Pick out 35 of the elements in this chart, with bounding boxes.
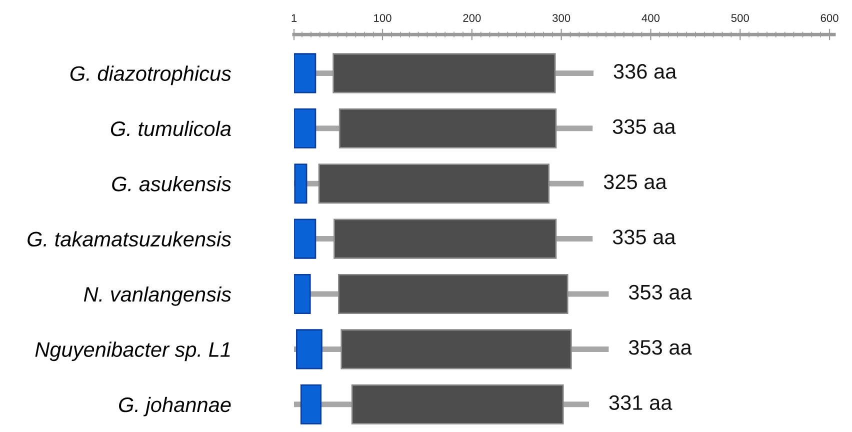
- data-label: 335 aa: [612, 230, 676, 244]
- bar: [294, 218, 316, 259]
- x-tick-label: 300: [552, 14, 570, 22]
- y-tick-label: G. diazotrophicus: [70, 66, 232, 86]
- data-label: 331 aa: [609, 395, 672, 410]
- bar: [340, 329, 572, 370]
- bar: [294, 274, 311, 314]
- bar: [294, 108, 316, 148]
- data-label: 353 aa: [628, 284, 692, 300]
- bar: [318, 164, 550, 204]
- bar: [334, 218, 557, 259]
- bar: [332, 53, 556, 94]
- data-label: 335 aa: [612, 119, 676, 134]
- y-tick-label: G. asukensis: [112, 176, 232, 192]
- x-tick-label: 500: [731, 14, 749, 22]
- data-label: 336 aa: [614, 64, 677, 79]
- data-label: 353 aa: [628, 340, 692, 355]
- x-tick-label: 400: [642, 14, 660, 22]
- bar: [294, 164, 308, 204]
- bar: [351, 384, 564, 424]
- y-tick-label: G. takamatsuzukensis: [28, 231, 232, 247]
- x-tick-label: 600: [820, 14, 838, 22]
- y-tick-label: G. johannae: [119, 396, 231, 416]
- data-label: 325 aa: [604, 174, 667, 190]
- bar: [296, 329, 322, 370]
- y-tick-label: Nguyenibacter sp. L1: [35, 342, 230, 362]
- x-tick-label: 1: [292, 14, 297, 22]
- x-tick-label: 100: [374, 14, 392, 22]
- y-tick-label: N. vanlangensis: [84, 286, 232, 306]
- bar: [338, 108, 557, 148]
- bar: [294, 53, 316, 94]
- y-tick-label: G. tumulicola: [110, 120, 231, 136]
- x-tick-label: 200: [463, 14, 481, 22]
- bar: [300, 384, 322, 424]
- bar: [338, 274, 568, 314]
